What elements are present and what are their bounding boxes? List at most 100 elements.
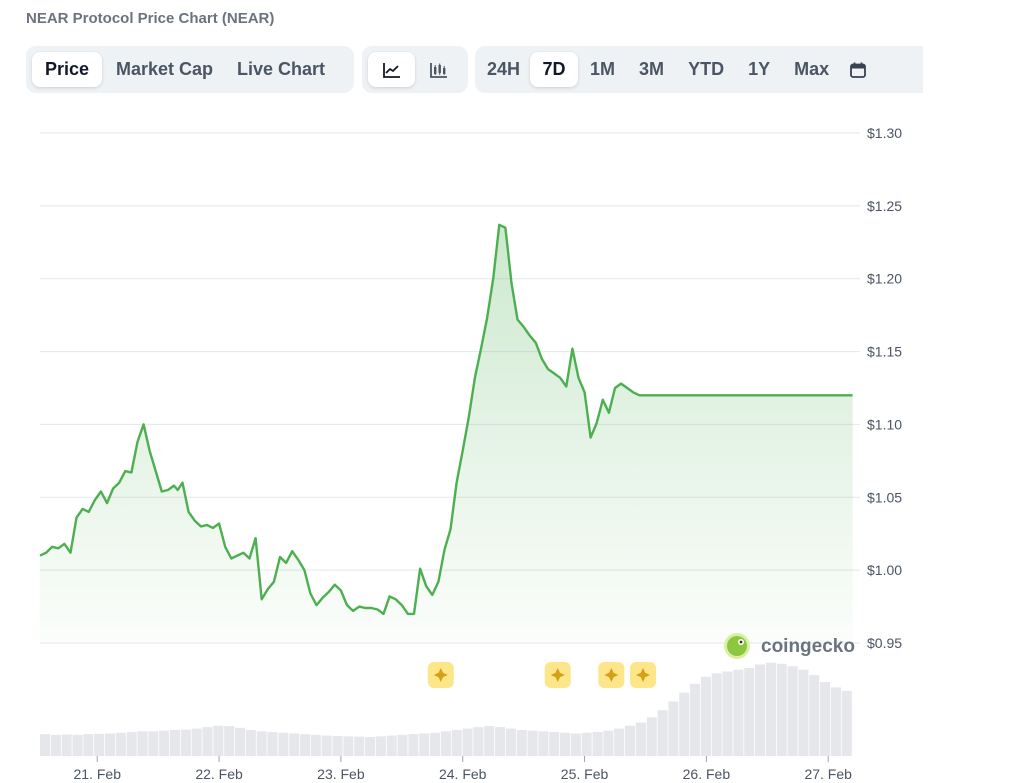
volume-bar	[711, 673, 722, 756]
volume-bar	[646, 717, 657, 756]
volume-bar	[841, 690, 852, 756]
volume-bar	[451, 729, 462, 756]
volume-bar	[224, 726, 235, 756]
volume-bar	[549, 732, 560, 756]
volume-bar	[397, 734, 408, 756]
volume-bar	[256, 731, 267, 756]
volume-bar	[722, 671, 733, 756]
x-tick-label: 23. Feb	[317, 766, 365, 782]
volume-bar	[635, 722, 646, 756]
volume-bar	[267, 732, 278, 756]
volume-bar	[603, 730, 614, 756]
volume-bar	[755, 664, 766, 756]
volume-bar	[776, 663, 787, 756]
volume-bar	[213, 725, 224, 756]
volume-bar	[495, 727, 506, 756]
watermark-text: coingecko	[761, 636, 855, 657]
volume-bar	[700, 676, 711, 756]
line-chart-icon[interactable]	[368, 52, 415, 87]
event-marker	[544, 662, 571, 688]
volume-bar	[679, 692, 690, 756]
volume-bar	[744, 668, 755, 756]
range-ytd[interactable]: YTD	[688, 59, 725, 79]
page-title: NEAR Protocol Price Chart (NEAR)	[26, 10, 275, 27]
volume-bar	[560, 732, 571, 756]
event-marker	[630, 662, 657, 688]
y-tick-label: $1.10	[867, 416, 902, 432]
y-tick-label: $1.25	[867, 198, 902, 214]
volume-bar	[94, 733, 105, 756]
y-tick-label: $1.30	[867, 125, 902, 141]
volume-bar	[820, 682, 831, 756]
tab-live-chart[interactable]: Live Chart	[237, 59, 326, 79]
range-1y[interactable]: 1Y	[748, 59, 771, 79]
volume-bar	[440, 731, 451, 756]
volume-bar	[61, 734, 72, 756]
volume-bar	[570, 733, 581, 756]
volume-bar	[148, 731, 159, 756]
calendar-icon[interactable]	[841, 52, 875, 87]
x-tick-label: 24. Feb	[439, 766, 487, 782]
volume-bar	[278, 732, 289, 756]
volume-bar	[159, 730, 170, 756]
volume-bar	[625, 725, 636, 756]
event-marker	[427, 662, 454, 688]
time-range-tabs: 24H 7D 1M 3M YTD 1Y Max	[475, 46, 923, 93]
volume-bar	[245, 729, 256, 756]
volume-bar	[354, 736, 365, 756]
x-tick-label: 27. Feb	[804, 766, 852, 782]
volume-bar	[830, 687, 841, 756]
tab-price[interactable]: Price	[32, 52, 102, 87]
volume-bar	[40, 734, 51, 756]
volume-bar	[375, 736, 386, 756]
y-tick-label: $1.00	[867, 562, 902, 578]
volume-bar	[332, 735, 343, 756]
volume-bar	[733, 669, 744, 756]
tab-market-cap[interactable]: Market Cap	[116, 59, 214, 79]
volume-bar	[365, 736, 376, 756]
range-1m[interactable]: 1M	[590, 59, 616, 79]
volume-bar	[180, 729, 191, 756]
price-line	[39, 223, 853, 616]
volume-bar	[505, 728, 516, 756]
volume-bar	[321, 735, 332, 756]
range-3m[interactable]: 3M	[639, 59, 665, 79]
volume-bar	[668, 701, 679, 756]
volume-bar	[408, 734, 419, 756]
volume-bar	[765, 662, 776, 756]
volume-bar	[592, 732, 603, 756]
volume-bar	[115, 732, 126, 756]
range-7d[interactable]: 7D	[530, 52, 579, 87]
volume-bar	[137, 731, 148, 756]
volume-bar	[289, 733, 300, 756]
volume-bar	[300, 734, 311, 756]
volume-bar	[126, 732, 137, 756]
chart-view-tabs	[362, 46, 468, 93]
range-24h[interactable]: 24H	[487, 59, 521, 79]
y-tick-label: $1.20	[867, 271, 902, 287]
volume-bar	[343, 736, 354, 756]
x-tick-label: 26. Feb	[683, 766, 731, 782]
volume-bar	[72, 734, 83, 756]
volume-bar	[105, 733, 116, 756]
volume-bar	[462, 728, 473, 756]
y-tick-label: $1.05	[867, 489, 902, 505]
chart-type-tabs: Price Market Cap Live Chart	[26, 46, 354, 93]
volume-bar	[202, 727, 213, 756]
volume-bar	[473, 727, 484, 756]
volume-bar	[170, 729, 181, 756]
volume-bar	[690, 683, 701, 756]
volume-bar	[538, 731, 549, 756]
volume-bar	[809, 675, 820, 756]
y-tick-label: $0.95	[867, 635, 902, 651]
range-max[interactable]: Max	[794, 59, 830, 79]
volume-bar	[798, 669, 809, 756]
event-marker	[598, 662, 625, 688]
x-tick-label: 21. Feb	[74, 766, 122, 782]
volume-bar	[83, 734, 94, 756]
volume-bar	[191, 728, 202, 756]
candlestick-chart-icon[interactable]	[415, 52, 462, 87]
volume-bar	[484, 726, 495, 756]
y-tick-label: $1.15	[867, 344, 902, 360]
